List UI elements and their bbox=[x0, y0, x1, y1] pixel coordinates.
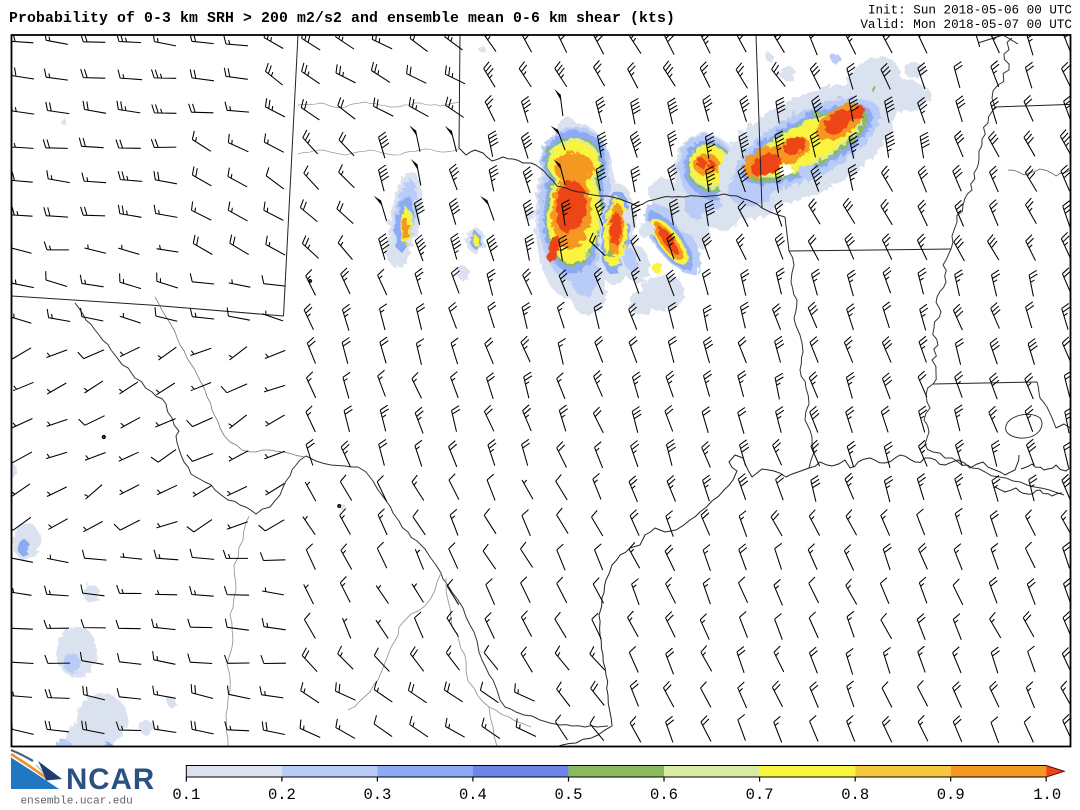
svg-text:0.5: 0.5 bbox=[555, 786, 583, 804]
svg-text:0.9: 0.9 bbox=[937, 786, 965, 804]
svg-text:NCAR: NCAR bbox=[66, 763, 155, 796]
svg-text:0.1: 0.1 bbox=[172, 786, 200, 804]
svg-text:Init: Sun 2018-05-06 00 UTC: Init: Sun 2018-05-06 00 UTC bbox=[868, 4, 1072, 18]
svg-text:0.3: 0.3 bbox=[363, 786, 391, 804]
svg-text:1.0: 1.0 bbox=[1033, 786, 1061, 804]
svg-text:0.4: 0.4 bbox=[459, 786, 487, 804]
svg-text:ensemble.ucar.edu: ensemble.ucar.edu bbox=[21, 796, 133, 808]
svg-text:Valid: Mon 2018-05-07 00 UTC: Valid: Mon 2018-05-07 00 UTC bbox=[860, 18, 1072, 32]
svg-text:0.7: 0.7 bbox=[746, 786, 774, 804]
svg-text:0.8: 0.8 bbox=[841, 786, 869, 804]
svg-text:Probability of 0-3 km SRH > 20: Probability of 0-3 km SRH > 200 m2/s2 an… bbox=[9, 11, 675, 27]
svg-text:0.2: 0.2 bbox=[268, 786, 296, 804]
svg-text:0.6: 0.6 bbox=[650, 786, 678, 804]
